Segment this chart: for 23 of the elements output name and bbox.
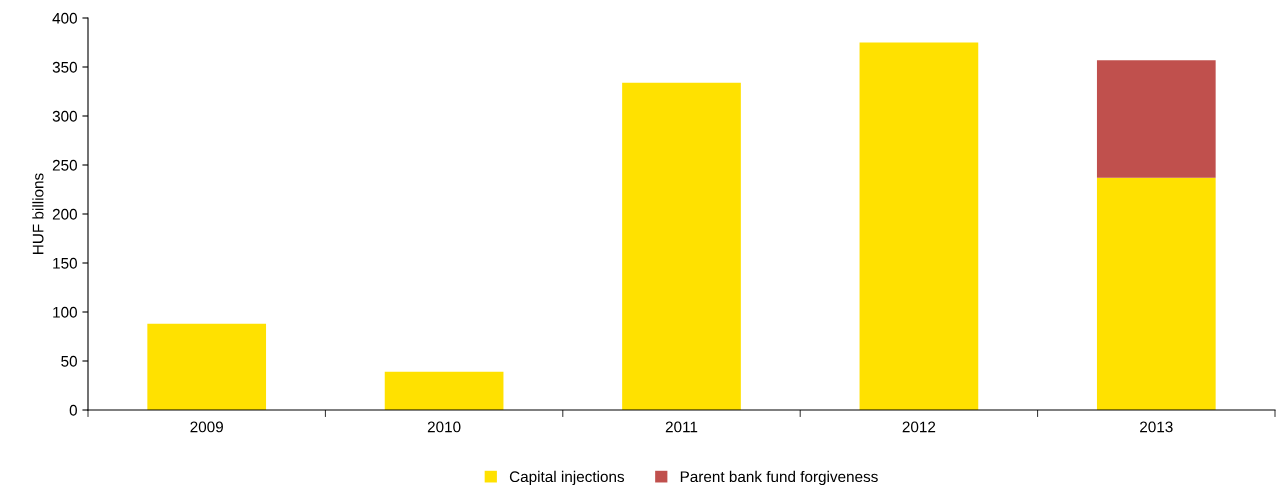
bar [147,323,267,410]
bar [384,371,504,410]
y-tick-label: 150 [53,257,77,269]
bar [1096,177,1216,410]
x-tick-label: 2009 [190,421,223,433]
bar [859,42,979,410]
y-tick-label: 400 [52,12,77,24]
x-tick-label: 2013 [1140,421,1173,433]
y-tick-label: 200 [52,208,77,220]
y-tick-label: 250 [52,159,77,171]
y-tick-label: 100 [53,306,77,318]
legend-label: Capital injections [509,470,625,486]
x-tick-label: 2012 [902,421,936,433]
bar [1096,60,1216,178]
y-axis-title: HUF billions [32,173,44,254]
x-tick-label: 2011 [665,421,698,433]
legend-label: Parent bank fund forgiveness [680,470,878,486]
bar [622,82,741,410]
y-tick-label: 350 [52,61,77,73]
y-tick-label: 50 [61,355,77,367]
y-tick-label: 0 [69,404,77,416]
y-tick-label: 300 [52,110,77,122]
x-tick-label: 2010 [427,421,461,433]
